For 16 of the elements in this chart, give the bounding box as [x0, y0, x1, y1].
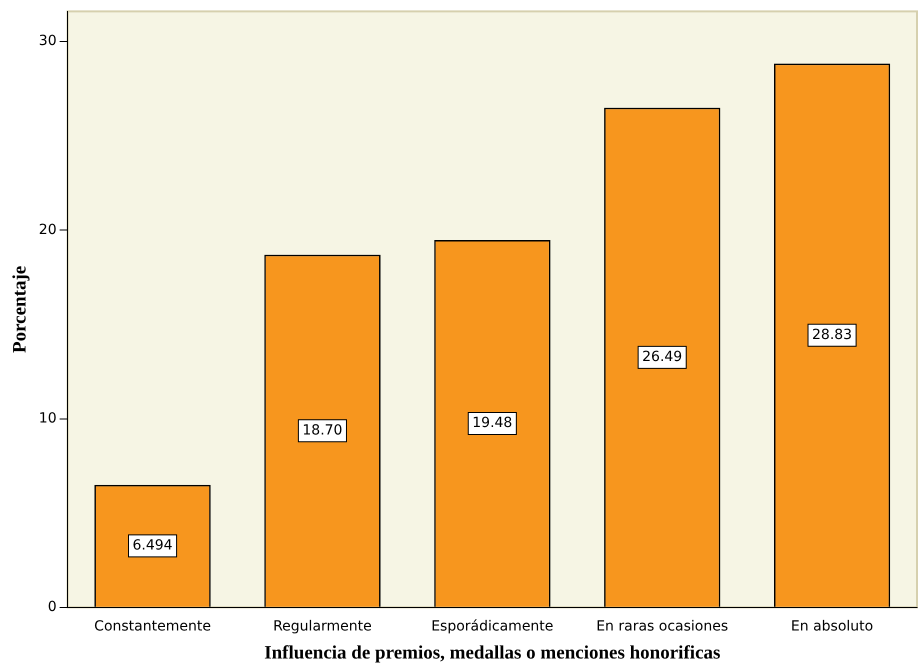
x-tick-label: En absoluto	[790, 618, 874, 634]
x-tick-label: Esporádicamente	[431, 618, 554, 634]
y-tick-label: 20	[38, 222, 57, 238]
y-axis-title: Porcentaje	[9, 266, 30, 354]
data-label: 28.83	[812, 326, 852, 343]
y-tick-label: 30	[38, 33, 57, 50]
x-tick-label: Regularmente	[273, 618, 372, 634]
x-tick-label: En raras ocasiones	[596, 618, 728, 634]
y-tick-label: 0	[48, 599, 57, 616]
data-label: 19.48	[472, 415, 512, 432]
x-axis-title: Influencia de premios, medallas o menciones honorificas	[264, 642, 720, 664]
data-label: 6.494	[132, 538, 173, 554]
x-tick-label: Constantemente	[94, 618, 211, 634]
y-tick-label: 10	[38, 410, 57, 426]
data-label: 26.49	[642, 348, 682, 365]
data-label: 18.70	[302, 422, 342, 438]
